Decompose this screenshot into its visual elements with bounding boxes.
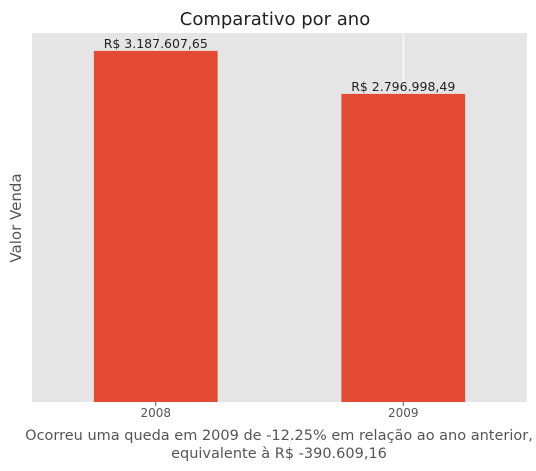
- x-tick-label-2008: 2008: [140, 406, 171, 420]
- chart-title: Comparativo por ano: [180, 9, 370, 30]
- caption-line-1: Ocorreu uma queda em 2009 de -12.25% em …: [25, 428, 533, 444]
- data-label-2009: R$ 2.796.998,49: [351, 79, 455, 94]
- x-axis-ticks: 2008 2009: [140, 402, 419, 420]
- bar-2008: [93, 50, 218, 403]
- y-axis-label: Valor Venda: [7, 173, 25, 262]
- bars: [93, 50, 466, 403]
- data-label-2008: R$ 3.187.607,65: [104, 36, 208, 51]
- caption-line-2: equivalente à R$ -390.609,16: [171, 446, 387, 462]
- bar-2009: [341, 93, 466, 402]
- data-labels: R$ 3.187.607,65 R$ 2.796.998,49: [104, 36, 456, 94]
- x-tick-label-2009: 2009: [388, 406, 419, 420]
